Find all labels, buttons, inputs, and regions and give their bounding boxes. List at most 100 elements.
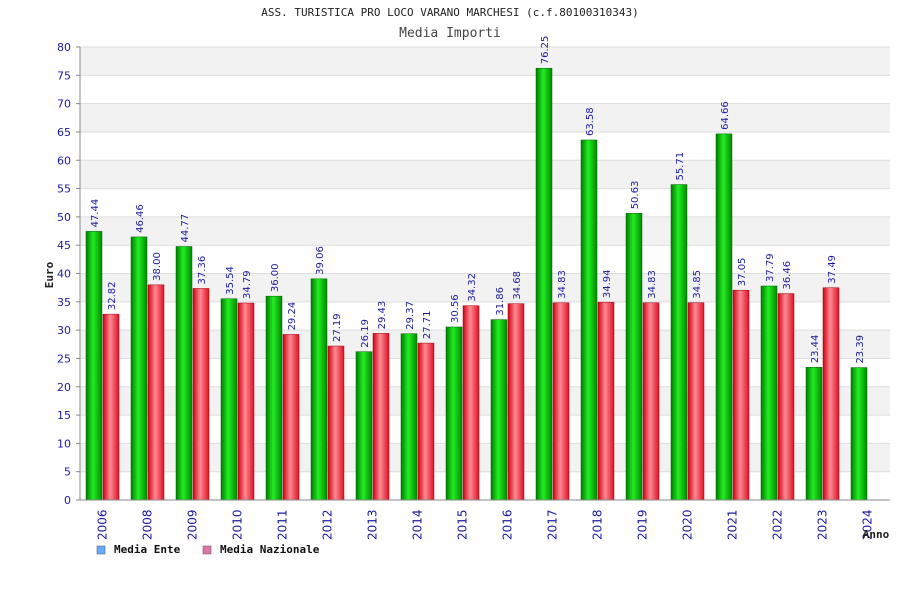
data-label: 39.06 bbox=[315, 246, 326, 275]
data-label: 34.79 bbox=[242, 270, 253, 299]
legend: Media Ente Media Nazionale bbox=[96, 543, 320, 556]
x-tick-label: 2021 bbox=[726, 509, 740, 540]
bar-media-ente-2022 bbox=[760, 285, 778, 501]
bar-media-nazionale-2015 bbox=[462, 305, 480, 501]
legend-swatch-media-ente bbox=[96, 545, 106, 555]
y-tick-label: 80 bbox=[57, 41, 71, 54]
x-tick-label: 2020 bbox=[681, 509, 695, 540]
x-axis-label: Anno bbox=[863, 528, 890, 541]
y-tick-label: 5 bbox=[64, 466, 71, 479]
grid-band bbox=[80, 386, 890, 416]
data-label: 76.25 bbox=[540, 36, 551, 65]
x-tick-label: 2015 bbox=[456, 509, 470, 540]
bar-media-ente-2023 bbox=[805, 367, 823, 501]
bar-media-nazionale-2018 bbox=[597, 301, 615, 501]
grid-band bbox=[80, 103, 890, 132]
grid-band bbox=[80, 160, 890, 189]
bar-media-nazionale-2008 bbox=[147, 284, 165, 501]
data-label: 37.49 bbox=[827, 255, 838, 284]
legend-label-media-nazionale: Media Nazionale bbox=[220, 543, 320, 556]
legend-swatch-media-nazionale bbox=[202, 545, 212, 555]
x-tick-label: 2010 bbox=[231, 509, 245, 540]
y-tick-label: 10 bbox=[57, 437, 71, 450]
bar-media-ente-2016 bbox=[490, 319, 508, 501]
x-tick-label: 2009 bbox=[186, 509, 200, 540]
bar-media-ente-2018 bbox=[580, 139, 598, 501]
bar-media-nazionale-2017 bbox=[552, 302, 570, 501]
data-label: 23.44 bbox=[810, 335, 821, 364]
y-tick-label: 50 bbox=[57, 211, 71, 224]
data-label: 50.63 bbox=[630, 181, 641, 210]
grid-band bbox=[80, 330, 890, 359]
grid-band bbox=[80, 273, 890, 302]
bar-media-nazionale-2023 bbox=[822, 287, 840, 501]
y-tick-label: 35 bbox=[57, 296, 71, 309]
x-tick-label: 2011 bbox=[276, 509, 290, 540]
bar-media-ente-2012 bbox=[310, 278, 328, 501]
bar-media-nazionale-2009 bbox=[192, 288, 210, 501]
data-label: 37.36 bbox=[197, 256, 208, 285]
grid-band bbox=[80, 47, 890, 76]
data-label: 34.68 bbox=[512, 271, 523, 300]
x-axis-ticks: 2006 2008 2009 2010 2011 2012 2013 2014 2015 2016… bbox=[96, 509, 875, 540]
grid-bands bbox=[80, 46, 890, 501]
data-label: 34.85 bbox=[692, 270, 703, 299]
y-axis-label: Euro bbox=[43, 261, 56, 288]
data-label: 34.83 bbox=[647, 270, 658, 299]
data-label: 37.79 bbox=[765, 253, 776, 282]
data-label: 34.32 bbox=[467, 273, 478, 302]
y-tick-label: 65 bbox=[57, 126, 71, 139]
bar-media-nazionale-2012 bbox=[327, 345, 345, 501]
data-label: 38.00 bbox=[152, 252, 163, 281]
bar-media-ente-2014 bbox=[400, 333, 418, 501]
grid-band bbox=[80, 216, 890, 246]
data-label: 64.66 bbox=[720, 101, 731, 130]
bar-media-ente-2017 bbox=[535, 67, 553, 501]
bar-media-nazionale-2011 bbox=[282, 334, 300, 501]
bar-media-nazionale-2006 bbox=[102, 313, 120, 501]
bar-media-nazionale-2020 bbox=[687, 302, 705, 501]
data-label: 37.05 bbox=[737, 258, 748, 287]
y-tick-label: 75 bbox=[57, 69, 71, 82]
data-label: 27.19 bbox=[332, 313, 343, 342]
y-tick-label: 25 bbox=[57, 352, 71, 365]
data-label: 44.77 bbox=[180, 214, 191, 243]
data-label: 36.46 bbox=[782, 261, 793, 290]
bar-media-nazionale-2014 bbox=[417, 342, 435, 501]
bar-media-nazionale-2013 bbox=[372, 333, 390, 501]
chart-subtitle: Media Importi bbox=[399, 26, 501, 41]
bar-media-ente-2019 bbox=[625, 213, 643, 501]
data-label: 23.39 bbox=[855, 335, 866, 364]
y-tick-label: 60 bbox=[57, 154, 71, 167]
y-axis-ticks: 0 5 10 15 20 25 30 35 40 45 50 55 60 65 70 75 80 bbox=[57, 41, 80, 507]
y-tick-label: 20 bbox=[57, 381, 71, 394]
data-label: 27.71 bbox=[422, 310, 433, 339]
bar-media-ente-2010 bbox=[220, 298, 238, 501]
data-label: 29.43 bbox=[377, 301, 388, 330]
x-tick-label: 2016 bbox=[501, 509, 515, 540]
grid-band bbox=[80, 443, 890, 472]
bar-media-ente-2011 bbox=[265, 295, 283, 501]
data-label: 26.19 bbox=[360, 319, 371, 348]
y-tick-label: 55 bbox=[57, 183, 71, 196]
x-tick-label: 2012 bbox=[321, 509, 335, 540]
bar-media-ente-2008 bbox=[130, 236, 148, 501]
bar-media-nazionale-2021 bbox=[732, 289, 750, 501]
x-tick-label: 2013 bbox=[366, 509, 380, 540]
data-label: 34.83 bbox=[557, 270, 568, 299]
bar-media-ente-2015 bbox=[445, 326, 463, 501]
bar-media-nazionale-2019 bbox=[642, 302, 660, 501]
data-label: 47.44 bbox=[90, 199, 101, 228]
data-label: 46.46 bbox=[135, 204, 146, 233]
data-label: 30.56 bbox=[450, 294, 461, 323]
data-label: 35.54 bbox=[225, 266, 236, 295]
y-tick-label: 0 bbox=[64, 494, 71, 507]
data-label: 34.94 bbox=[602, 270, 613, 299]
data-label: 29.24 bbox=[287, 302, 298, 331]
x-tick-label: 2008 bbox=[141, 509, 155, 540]
x-tick-label: 2018 bbox=[591, 509, 605, 540]
chart-title: ASS. TURISTICA PRO LOCO VARANO MARCHESI … bbox=[261, 6, 639, 19]
y-tick-label: 15 bbox=[57, 409, 71, 422]
data-labels: 47.44 32.82 46.46 38.00 44.77 37.36 35.54 34.79… bbox=[90, 36, 866, 364]
